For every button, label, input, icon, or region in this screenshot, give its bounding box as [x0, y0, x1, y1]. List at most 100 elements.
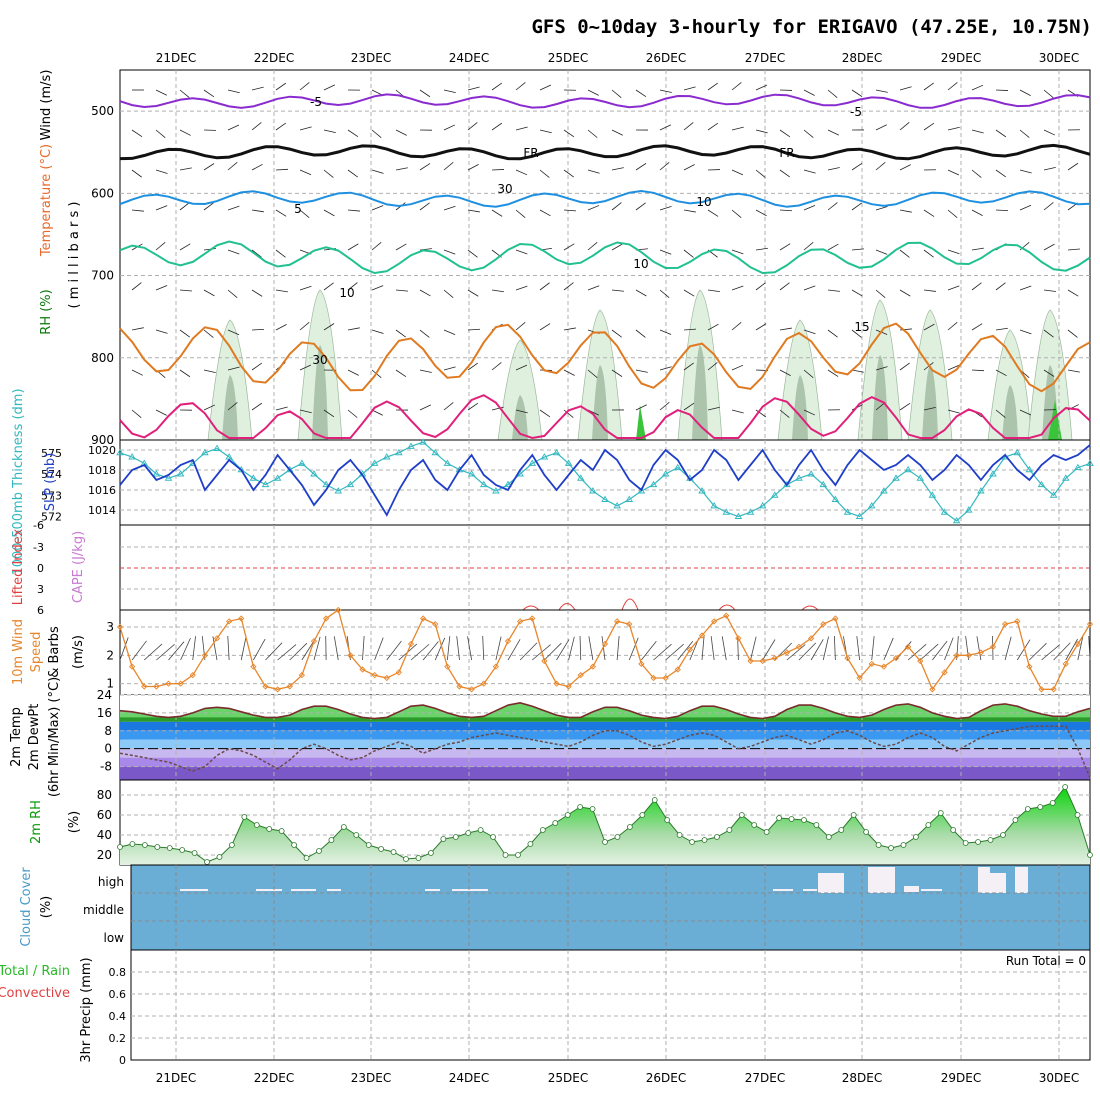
- thickness-tick-574: 574: [41, 468, 62, 481]
- upper-barb-3-33: [923, 209, 935, 217]
- top-day-label-22DEC: 22DEC: [254, 51, 294, 65]
- wind10m-point-68: [941, 669, 948, 676]
- wind10m-barb-33: [519, 642, 538, 661]
- cloud-ylabel-2: (%): [39, 896, 54, 919]
- upper-barb-3-26: [755, 209, 767, 217]
- thickness-marker-80: [1086, 459, 1094, 466]
- upper-air-panel: -5 -5 FR FR 5 10 10 15 30 30 10 500 600 700 800 900 ( …: [39, 69, 1091, 447]
- wind10m-barb-42: [628, 637, 639, 661]
- thickness-ylabel: 1000-500mb Thickness (dm): [11, 388, 26, 575]
- bottom-day-label-30DEC: 30DEC: [1039, 1071, 1079, 1085]
- upper-barb-5-36: [995, 282, 1006, 291]
- thickness-marker-39: [589, 487, 597, 494]
- wind-ylabel-1: 10m Wind: [11, 619, 26, 685]
- slp-tick-1020: 1020: [88, 444, 116, 457]
- wind10m-barb-77: [1053, 642, 1071, 661]
- wind10m-barb-45: [665, 643, 684, 661]
- wind10m-point-27: [444, 663, 451, 670]
- cloud-block-13: [990, 873, 1006, 893]
- upper-barb-8-7: [299, 409, 312, 414]
- wind10m-point-70: [965, 652, 972, 659]
- upper-barb-2-31: [875, 162, 886, 171]
- upper-barb-2-36: [995, 169, 1007, 178]
- upper-barb-7-15: [491, 362, 502, 371]
- top-day-label-21DEC: 21DEC: [156, 51, 196, 65]
- upper-barb-8-0: [131, 409, 142, 418]
- cloud-block-2: [291, 889, 316, 891]
- upper-barb-8-36: [995, 409, 1006, 418]
- upper-barb-6-10: [371, 329, 384, 334]
- rh-area-fill: [120, 787, 1090, 865]
- upper-barb-1-0: [131, 129, 143, 137]
- bottom-day-label-27DEC: 27DEC: [745, 1071, 785, 1085]
- wind10m-point-26: [432, 621, 439, 628]
- upper-barb-5-27: [779, 282, 790, 291]
- isotherm-5: [119, 189, 1091, 208]
- upper-barb-4-9: [347, 243, 359, 251]
- rh-point-3: [154, 844, 161, 850]
- upper-barb-7-16: [515, 364, 528, 371]
- thickness-marker-58: [819, 480, 828, 488]
- upper-barb-4-6: [275, 249, 286, 258]
- thickness-marker-12: [261, 480, 270, 488]
- temp-ylabel-3: (6hr Min/Max) (°C): [47, 677, 62, 797]
- wind10m-barb-43: [641, 640, 657, 661]
- thickness-line: [119, 441, 1091, 522]
- upper-barb-6-14: [467, 328, 481, 331]
- wind10m-barb-6: [192, 636, 196, 661]
- upper-barb-3-31: [875, 206, 888, 211]
- rh-point-46: [689, 839, 695, 845]
- cloud-cover-panel: high middle low Cloud Cover (%): [19, 864, 1091, 951]
- rh-point-45: [676, 832, 683, 838]
- thickness-marker-38: [576, 474, 585, 481]
- rh2m-panel: 80 60 40 20 2m RH (%): [29, 779, 1093, 866]
- wind10m-barb-22: [386, 640, 402, 661]
- rh-point-56: [813, 822, 820, 828]
- wind10m-point-12: [262, 683, 269, 690]
- wind10m-point-71: [977, 649, 985, 656]
- upper-ylabel-wind: Wind (m/s): [39, 70, 54, 141]
- rh-point-31: [502, 852, 509, 858]
- wind10m-point-75: [1026, 663, 1033, 670]
- upper-barb-7-35: [971, 369, 985, 372]
- upper-barb-0-4: [227, 89, 240, 94]
- top-day-label-25DEC: 25DEC: [548, 51, 588, 65]
- upper-barb-5-31: [875, 289, 886, 299]
- upper-barb-3-30: [851, 202, 862, 211]
- upper-barb-5-15: [491, 289, 504, 293]
- rh-point-42: [639, 812, 646, 818]
- thickness-marker-4: [164, 474, 173, 481]
- upper-barb-5-28: [803, 285, 816, 291]
- wind10m-barb-56: [798, 642, 817, 661]
- contour-label-4: 5: [294, 202, 302, 216]
- upper-barb-5-5: [251, 289, 263, 297]
- upper-barb-5-13: [443, 289, 454, 299]
- slp-thickness-panel: 575 574 573 572 1020 1018 1016 1014 1000-500mb …: [11, 388, 1094, 576]
- upper-barb-0-20: [611, 89, 622, 98]
- wind10m-point-57: [807, 635, 815, 642]
- rh-point-54: [788, 816, 795, 822]
- upper-barb-2-22: [659, 162, 670, 171]
- cloud-blocks: [180, 867, 1028, 893]
- wind10m-barb-18: [333, 636, 339, 661]
- slp-thickness-lines: [116, 438, 1094, 524]
- cloud-block-11: [921, 889, 942, 891]
- upper-barb-5-37: [1019, 285, 1032, 291]
- upper-barb-3-19: [587, 205, 600, 211]
- temp-tick-24: 24: [97, 688, 112, 702]
- upper-barb-1-22: [659, 124, 672, 131]
- wind10m-barb-52: [750, 636, 757, 661]
- upper-barb-3-5: [251, 209, 264, 213]
- wind10m-barb-63: [883, 637, 894, 661]
- upper-barb-2-23: [683, 164, 695, 171]
- wind10m-point-67: [929, 686, 936, 693]
- upper-barb-5-26: [755, 282, 766, 291]
- upper-barb-7-39: [1067, 369, 1080, 373]
- upper-barb-4-1: [155, 241, 166, 251]
- upper-barb-6-33: [923, 323, 935, 331]
- wind10m-barb-48: [701, 636, 705, 661]
- rh-tick-60: 60: [97, 808, 112, 822]
- upper-barb-1-25: [731, 126, 744, 131]
- upper-barb-1-18: [563, 129, 575, 138]
- upper-barb-0-16: [515, 82, 526, 91]
